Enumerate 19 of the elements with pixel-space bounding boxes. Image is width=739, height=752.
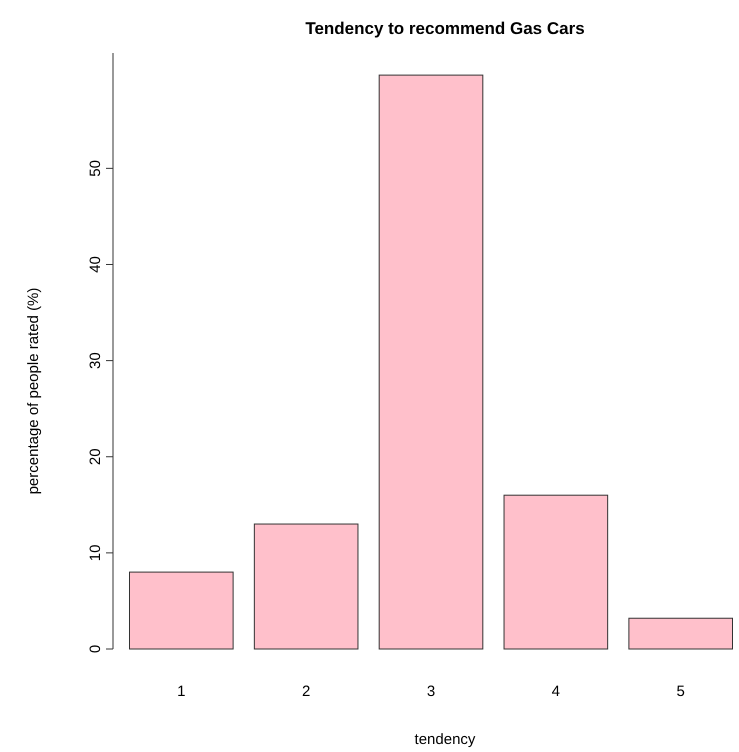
x-tick-label: 1 <box>177 683 186 700</box>
x-tick-label: 5 <box>676 683 685 700</box>
x-tick-label: 4 <box>552 683 560 700</box>
x-tick-label: 3 <box>426 683 436 700</box>
bar <box>128 572 234 650</box>
y-tick-label: 50 <box>87 160 104 177</box>
bar <box>628 618 734 650</box>
x-tick-label: 2 <box>302 683 310 700</box>
bar <box>504 494 608 650</box>
y-tick-label: 0 <box>87 644 104 654</box>
bar <box>378 74 484 650</box>
chart-title: Tendency to recommend Gas Cars <box>305 19 585 38</box>
y-tick-label: 30 <box>87 352 104 369</box>
x-axis-title: tendency <box>414 731 476 748</box>
y-tick-label: 40 <box>87 256 104 273</box>
y-tick-label: 20 <box>87 448 104 466</box>
y-axis-title: percentage of people rated (%) <box>25 288 42 494</box>
y-tick-label: 10 <box>87 544 104 562</box>
bar <box>254 524 358 650</box>
